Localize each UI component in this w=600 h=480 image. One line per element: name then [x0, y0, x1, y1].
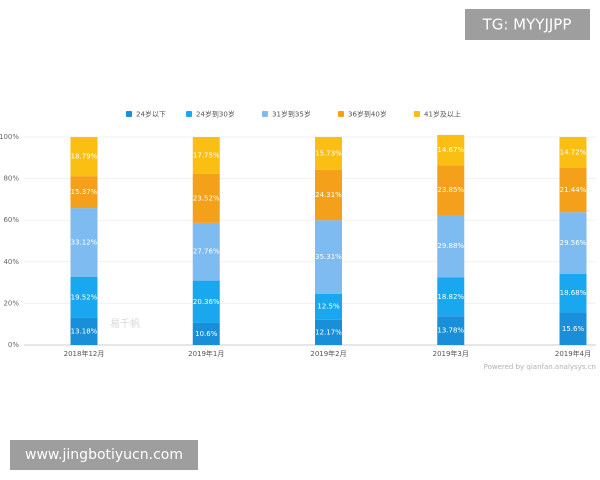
bar-segment	[70, 208, 98, 277]
bar-segment	[315, 136, 342, 170]
value-label: 13.18%	[71, 327, 98, 335]
watermark-box	[10, 440, 198, 470]
bar-segment	[70, 176, 98, 209]
bar-segment	[559, 137, 587, 168]
y-tick-label: 100%	[0, 133, 19, 141]
bar-segment	[70, 317, 98, 345]
bar-segment	[315, 220, 342, 294]
value-label: 18.68%	[560, 289, 587, 297]
x-tick-label: 2018年12月	[64, 349, 105, 358]
bar-segment	[559, 273, 587, 313]
value-label: 14.67%	[437, 146, 464, 154]
x-tick-label: 2019年1月	[188, 349, 224, 358]
bar-segment	[437, 215, 465, 278]
bar-segment	[437, 277, 465, 317]
bar-segment	[315, 169, 342, 221]
y-tick-label: 20%	[3, 299, 19, 307]
value-label: 18.79%	[71, 153, 98, 161]
legend-swatch	[126, 111, 132, 117]
watermark-box	[465, 9, 590, 40]
value-label: 15.73%	[315, 149, 342, 157]
chart-watermark: 易千帆	[110, 317, 140, 330]
bar-segment	[192, 222, 220, 281]
value-label: 20.36%	[193, 298, 220, 306]
watermark-text: TG: MYYJJPP	[482, 16, 572, 34]
value-label: 21.44%	[560, 186, 587, 194]
value-label: 13.78%	[437, 327, 464, 335]
value-label: 12.17%	[315, 328, 342, 336]
legend-label: 36岁到40岁	[348, 110, 387, 119]
legend-swatch	[338, 111, 344, 117]
bar-segment	[559, 167, 587, 213]
value-label: 24.31%	[315, 191, 342, 199]
value-label: 27.76%	[193, 248, 220, 256]
legend-swatch	[262, 111, 268, 117]
value-label: 23.85%	[437, 186, 464, 194]
legend-label: 31岁到35岁	[272, 110, 311, 119]
legend-label: 24岁以下	[136, 110, 166, 119]
bar-segment	[70, 276, 98, 318]
bar-segment	[192, 280, 220, 323]
value-label: 23.52%	[193, 194, 220, 202]
bar-segment	[437, 316, 465, 345]
watermark-text: www.jingbotiyucn.com	[25, 447, 183, 463]
bar-segment	[559, 212, 587, 274]
value-label: 15.37%	[71, 188, 98, 196]
x-tick-label: 2019年3月	[433, 349, 469, 358]
y-tick-label: 60%	[3, 216, 19, 224]
bar-segment	[315, 293, 342, 320]
y-tick-label: 40%	[3, 258, 19, 266]
bar-segment	[437, 165, 465, 216]
value-label: 29.88%	[437, 242, 464, 250]
bar-segment	[559, 312, 587, 345]
y-tick-label: 0%	[8, 341, 19, 349]
value-label: 17.75%	[193, 151, 220, 159]
bar-segment	[437, 134, 465, 166]
value-label: 29.56%	[560, 239, 587, 247]
y-tick-label: 80%	[3, 175, 19, 183]
value-label: 35.31%	[315, 253, 342, 261]
value-label: 19.52%	[71, 293, 98, 301]
value-label: 14.72%	[560, 148, 587, 156]
bar-segment	[192, 173, 220, 223]
x-tick-label: 2019年2月	[310, 349, 346, 358]
source-note: Powered by qianfan.analysys.cn	[484, 363, 596, 371]
bar-segment	[70, 137, 98, 177]
legend-swatch	[414, 111, 420, 117]
value-label: 12.5%	[317, 303, 340, 311]
value-label: 10.6%	[195, 330, 218, 338]
bar-segment	[315, 319, 342, 345]
x-tick-label: 2019年4月	[555, 349, 591, 358]
value-label: 18.82%	[437, 293, 464, 301]
legend-swatch	[186, 111, 192, 117]
value-label: 33.12%	[71, 239, 98, 247]
legend-label: 24岁到30岁	[196, 110, 235, 119]
legend-label: 41岁及以上	[424, 110, 461, 119]
value-label: 15.6%	[562, 325, 585, 333]
bar-segment	[192, 322, 220, 345]
bar-segment	[192, 137, 220, 174]
